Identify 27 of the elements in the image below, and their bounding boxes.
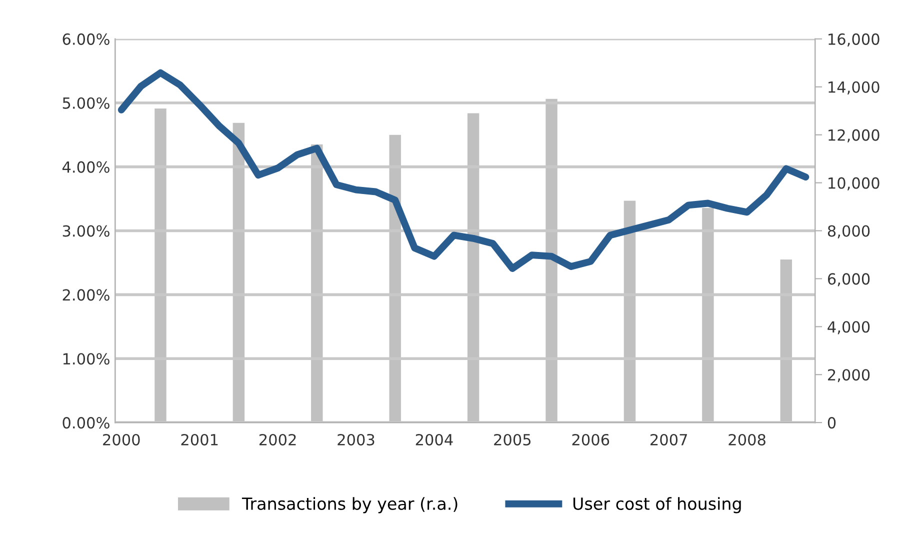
legend-label: User cost of housing <box>573 497 741 514</box>
x-tick-label: 2007 <box>650 434 687 446</box>
y-tick-label: 6.00% <box>62 33 110 45</box>
y-tick-label: 2.00% <box>62 289 110 301</box>
y2-tick-label: 2,000 <box>828 369 870 382</box>
y2-tick-label: 16,000 <box>828 33 880 46</box>
y2-tick-label: 8,000 <box>828 225 870 238</box>
y-tick-label: 5.00% <box>62 97 110 109</box>
y-tick-label: 0.00% <box>62 417 110 429</box>
x-tick-label: 2008 <box>728 434 766 446</box>
x-tick-label: 2000 <box>103 434 140 446</box>
x-tick-label: 2005 <box>494 434 531 446</box>
legend-label: Transactions by year (r.a.) <box>242 497 458 514</box>
y2-tick-label: 4,000 <box>828 321 870 334</box>
y-tick-label: 1.00% <box>63 353 110 365</box>
x-tick-label: 2006 <box>572 434 610 446</box>
y2-tick-label: 14,000 <box>828 81 880 94</box>
x-tick-label: 2001 <box>181 434 218 446</box>
y2-tick-label: 0 <box>828 417 836 429</box>
y2-tick-label: 12,000 <box>828 129 880 142</box>
y-tick-label: 4.00% <box>62 161 110 173</box>
y2-tick-label: 6,000 <box>828 273 870 286</box>
x-tick-label: 2002 <box>259 434 296 446</box>
x-tick-label: 2004 <box>416 434 453 446</box>
y-tick-label: 3.00% <box>62 225 110 237</box>
y2-tick-label: 10,000 <box>828 177 880 190</box>
x-tick-label: 2003 <box>338 434 374 446</box>
